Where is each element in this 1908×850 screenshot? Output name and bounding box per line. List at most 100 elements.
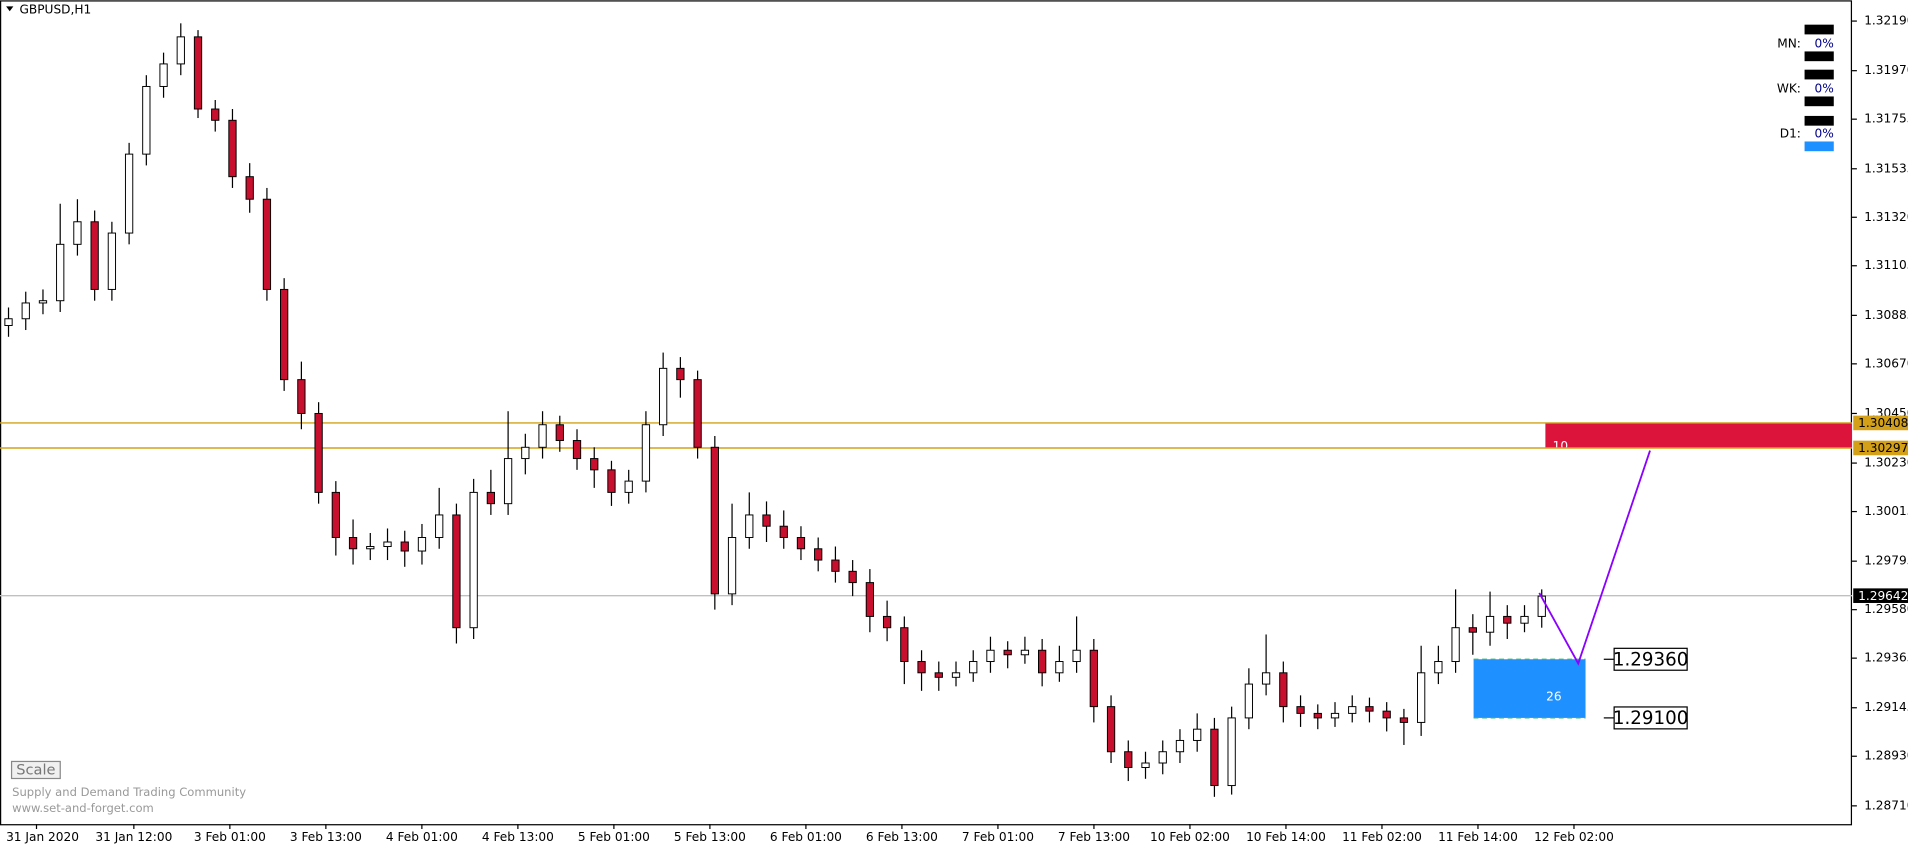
candle-body <box>727 537 737 595</box>
y-tick-label: 1.31320 <box>1864 210 1908 224</box>
candle-body <box>1434 661 1443 674</box>
candle-body <box>38 300 48 304</box>
y-tick-label: 1.29580 <box>1864 602 1908 616</box>
candle-body <box>1468 627 1477 633</box>
footer-text: www.set-and-forget.com <box>12 801 154 815</box>
y-tick-label: 1.30670 <box>1864 356 1908 370</box>
candle-body <box>90 221 99 290</box>
candle-body <box>1210 728 1219 787</box>
candle-body <box>1382 710 1391 719</box>
candle-body <box>1020 649 1030 656</box>
panel-bar <box>1804 96 1834 107</box>
level-price-box <box>1853 440 1908 456</box>
candle-body <box>796 537 806 550</box>
candle-body <box>503 458 513 505</box>
x-tick-label: 6 Feb 13:00 <box>866 830 938 844</box>
candle-body <box>1399 717 1409 723</box>
candle-body <box>21 302 30 320</box>
zone <box>1473 659 1586 718</box>
x-tick-label: 5 Feb 13:00 <box>674 830 746 844</box>
candle-body <box>1279 672 1288 708</box>
candle-body <box>1313 712 1322 719</box>
candle-body <box>486 491 496 505</box>
candle-body <box>435 514 444 538</box>
candle-body <box>469 491 478 629</box>
candle-body <box>1485 615 1495 633</box>
candle-body <box>590 458 599 471</box>
candle-body <box>331 491 340 538</box>
candle-body <box>676 367 685 381</box>
x-tick-label: 7 Feb 13:00 <box>1058 830 1130 844</box>
panel-bar <box>1804 51 1834 62</box>
y-tick-label: 1.32190 <box>1864 14 1908 28</box>
zone-price-box <box>1613 706 1688 730</box>
candle-body <box>1227 717 1236 787</box>
panel-bar <box>1804 141 1834 152</box>
candle-body <box>245 176 254 200</box>
candle-body <box>400 541 409 552</box>
candle-body <box>1330 712 1340 719</box>
candle-body <box>124 153 134 234</box>
x-tick-label: 7 Feb 01:00 <box>962 830 1034 844</box>
panel-value: 0% <box>1814 82 1833 96</box>
x-tick-label: 6 Feb 01:00 <box>770 830 842 844</box>
x-tick-label: 4 Feb 13:00 <box>482 830 554 844</box>
candle-body <box>314 412 323 493</box>
candle-body <box>710 446 719 595</box>
candle-body <box>745 514 754 538</box>
y-tick-label: 1.31970 <box>1864 63 1908 77</box>
scale-button[interactable] <box>10 760 61 780</box>
candle-body <box>383 541 392 548</box>
zone <box>1545 422 1853 448</box>
chart-title: GBPUSD,H1 <box>19 3 91 17</box>
plot-frame <box>0 0 1853 826</box>
x-tick-label: 31 Jan 2020 <box>6 830 79 844</box>
y-tick-label: 1.30230 <box>1864 456 1908 470</box>
y-tick-label: 1.29365 <box>1864 651 1908 665</box>
y-tick-label: 1.28710 <box>1864 798 1908 812</box>
y-tick-label: 1.28930 <box>1864 749 1908 763</box>
candle-body <box>193 36 203 110</box>
level-price-label: 1.29642 <box>1858 589 1908 603</box>
candle-body <box>917 661 926 674</box>
y-tick-label: 1.30885 <box>1864 308 1908 322</box>
panel-label: MN: <box>1777 37 1801 51</box>
panel-value: 0% <box>1814 37 1833 51</box>
y-tick-label: 1.31105 <box>1864 258 1908 272</box>
x-tick-label: 10 Feb 14:00 <box>1246 830 1326 844</box>
candle-body <box>882 615 892 629</box>
candle-body <box>969 661 978 674</box>
panel-bar <box>1804 69 1834 80</box>
candle-body <box>848 570 857 584</box>
candle-body <box>176 36 185 65</box>
candle-body <box>1003 649 1012 656</box>
candle-body <box>73 221 82 245</box>
candle-body <box>211 108 220 121</box>
candle-body <box>1089 649 1098 708</box>
candle-body <box>607 469 616 493</box>
panel-bar <box>1804 24 1834 35</box>
scale-button-label[interactable]: Scale <box>16 762 55 779</box>
candle-body <box>1106 706 1116 753</box>
candle-body <box>452 514 461 629</box>
candle-body <box>555 424 564 442</box>
x-tick-label: 3 Feb 13:00 <box>290 830 362 844</box>
candle-body <box>934 672 943 678</box>
candle-body <box>1038 649 1047 674</box>
zone-price-label: 1.29360 <box>1613 649 1688 670</box>
panel-bar <box>1804 115 1834 126</box>
candle-body <box>1175 739 1185 753</box>
level-price-label: 1.30297 <box>1858 441 1908 455</box>
account-panel: MN: 0% WK: 0% D1: 0% <box>1777 24 1834 152</box>
candle-body <box>228 119 237 178</box>
candle-body <box>1296 706 1305 714</box>
candle-body <box>1365 706 1374 712</box>
candle-body <box>762 514 771 527</box>
level-price-box <box>1853 588 1908 603</box>
y-tick-label: 1.30015 <box>1864 504 1908 518</box>
zone-label: 10 <box>1553 439 1568 453</box>
candle-body <box>1520 615 1529 624</box>
candle-body <box>280 288 289 381</box>
candle-body <box>1451 627 1460 663</box>
candle-body <box>814 548 823 561</box>
